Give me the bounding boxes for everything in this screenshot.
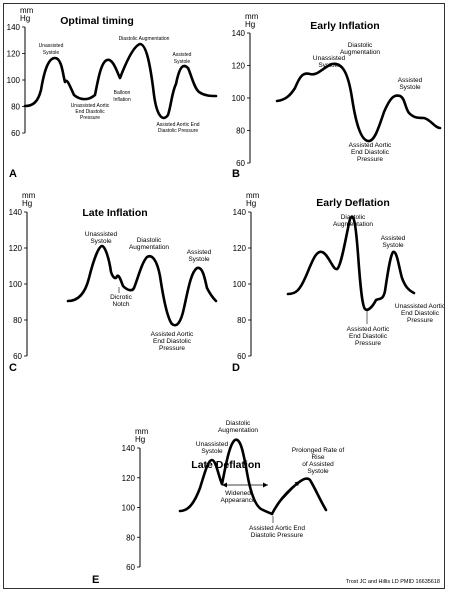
panel-e-label-widened-appearance: Widened Appearance [220,490,255,504]
panel-a-unit-mm: mm [20,6,34,15]
figure-border [3,3,445,589]
panel-d-tick-label: 100 [233,280,247,289]
panel-d-letter: D [232,362,240,374]
panel-e-rise-arrowhead [294,481,300,486]
panel-a-label-assisted-aedp: Assisted Aortic End Diastolic Pressure [156,122,199,134]
panel-d-unit-mm: mm [246,191,260,200]
panel-b-title: Early Inflation [310,20,379,32]
panel-b-tick-label: 140 [232,29,246,38]
panel-b-label-assisted-aedp: Assisted Aortic End Diastolic Pressure [349,142,392,163]
panel-c-title: Late Inflation [82,207,147,219]
panel-c-letter: C [9,362,17,374]
panel-c-unit-hg: Hg [22,199,32,208]
panel-a-unit-hg: Hg [20,14,30,23]
panel-e-tick-label: 100 [122,504,136,513]
panel-a-waveform [23,42,218,120]
panel-c-tick-label: 100 [9,280,23,289]
panel-d-label-assisted-aedp: Assisted Aortic End Diastolic Pressure [347,326,390,347]
panel-d-label-unassisted-aedp: Unassisted Aortic End Diastolic Pressure [395,303,446,324]
panel-b-label-diastolic-augmentation: Diastolic Augmentation [340,42,380,56]
panel-a-tick-label: 140 [7,23,21,32]
panel-d-tick-label: 120 [233,244,247,253]
panel-b-unit-hg: Hg [245,20,255,29]
panel-b-label-assisted-systole: Assisted Systole [398,77,423,91]
panel-c-unit-mm: mm [22,191,36,200]
panel-e-widened-arrowheads [222,482,268,488]
panel-a-letter: A [9,168,17,180]
panel-a-tick-label: 100 [7,76,21,85]
panel-c-label-assisted-systole: Assisted Systole [187,249,212,263]
panel-a-label-balloon-inflation: Balloon Inflation [113,90,131,103]
panel-a-label-unassisted-aedp: Unassisted Aortic End Diastolic Pressure [71,103,110,121]
panel-a-label-assisted-systole: Assisted Systole [173,52,192,65]
panel-e-label-prolonged-rise: Prolonged Rate of Rise of Assisted Systole [292,447,345,475]
panel-d-label-diastolic-augmentation: Diastolic Augmentation [333,214,373,228]
panel-e-tick-label: 60 [126,563,135,572]
panel-b-unit-mm: mm [245,12,259,21]
panel-c-label-dicrotic-notch: Dicrotic Notch [110,294,132,308]
panel-d-tick-label: 80 [237,316,246,325]
panel-a-title: Optimal timing [60,15,134,27]
panel-b-waveform [275,62,442,143]
panel-c-waveform [66,244,218,327]
panel-c-tick-label: 120 [9,244,23,253]
panel-b-letter: B [232,168,240,180]
panel-b-label-unassisted-systole: Unassisted Systole [313,55,346,69]
panel-c-tick-label: 140 [9,208,23,217]
panel-c-label-unassisted-systole: Unassisted Systole [85,231,118,245]
panel-b-tick-label: 80 [236,127,245,136]
panel-a-tick-label: 80 [11,103,20,112]
panel-d-waveform [286,215,416,312]
panel-e-letter: E [92,574,99,586]
panel-d-unit-hg: Hg [246,199,256,208]
panel-a-tick-label: 60 [11,129,20,138]
panel-b-tick-label: 120 [232,62,246,71]
panel-a-label-unassisted-systole: Unassisted Systole [39,43,64,56]
panel-e-tick-label: 120 [122,474,136,483]
panel-b-tick-label: 60 [236,159,245,168]
panel-c-tick-label: 80 [13,316,22,325]
panel-a-label-diastolic-augmentation: Diastolic Augmentation [119,36,170,42]
panel-e-label-unassisted-systole: Unassisted Systole [196,441,229,455]
source-credit: Trost JC and Hillis LD PMID 16635618 [346,579,440,585]
panel-e-label-assisted-aedp: Assisted Aortic End Diastolic Pressure [249,525,305,539]
panel-e-unit-mm: mm [135,427,149,436]
panel-e-tick-label: 80 [126,533,135,542]
panel-c-label-diastolic-augmentation: Diastolic Augmentation [129,237,169,251]
panel-d-tick-label: 60 [237,352,246,361]
panel-e-tick-label: 140 [122,444,136,453]
panel-c-tick-label: 60 [13,352,22,361]
panel-d-title: Early Deflation [316,197,390,209]
panel-e-unit-hg: Hg [135,435,145,444]
panel-b-tick-label: 100 [232,94,246,103]
panel-c-label-assisted-aedp: Assisted Aortic End Diastolic Pressure [151,331,194,352]
panel-d-tick-label: 140 [233,208,247,217]
panel-d-label-assisted-systole: Assisted Systole [381,235,406,249]
panel-e-label-diastolic-augmentation: Diastolic Augmentation [218,420,258,434]
panel-a-tick-label: 120 [7,50,21,59]
